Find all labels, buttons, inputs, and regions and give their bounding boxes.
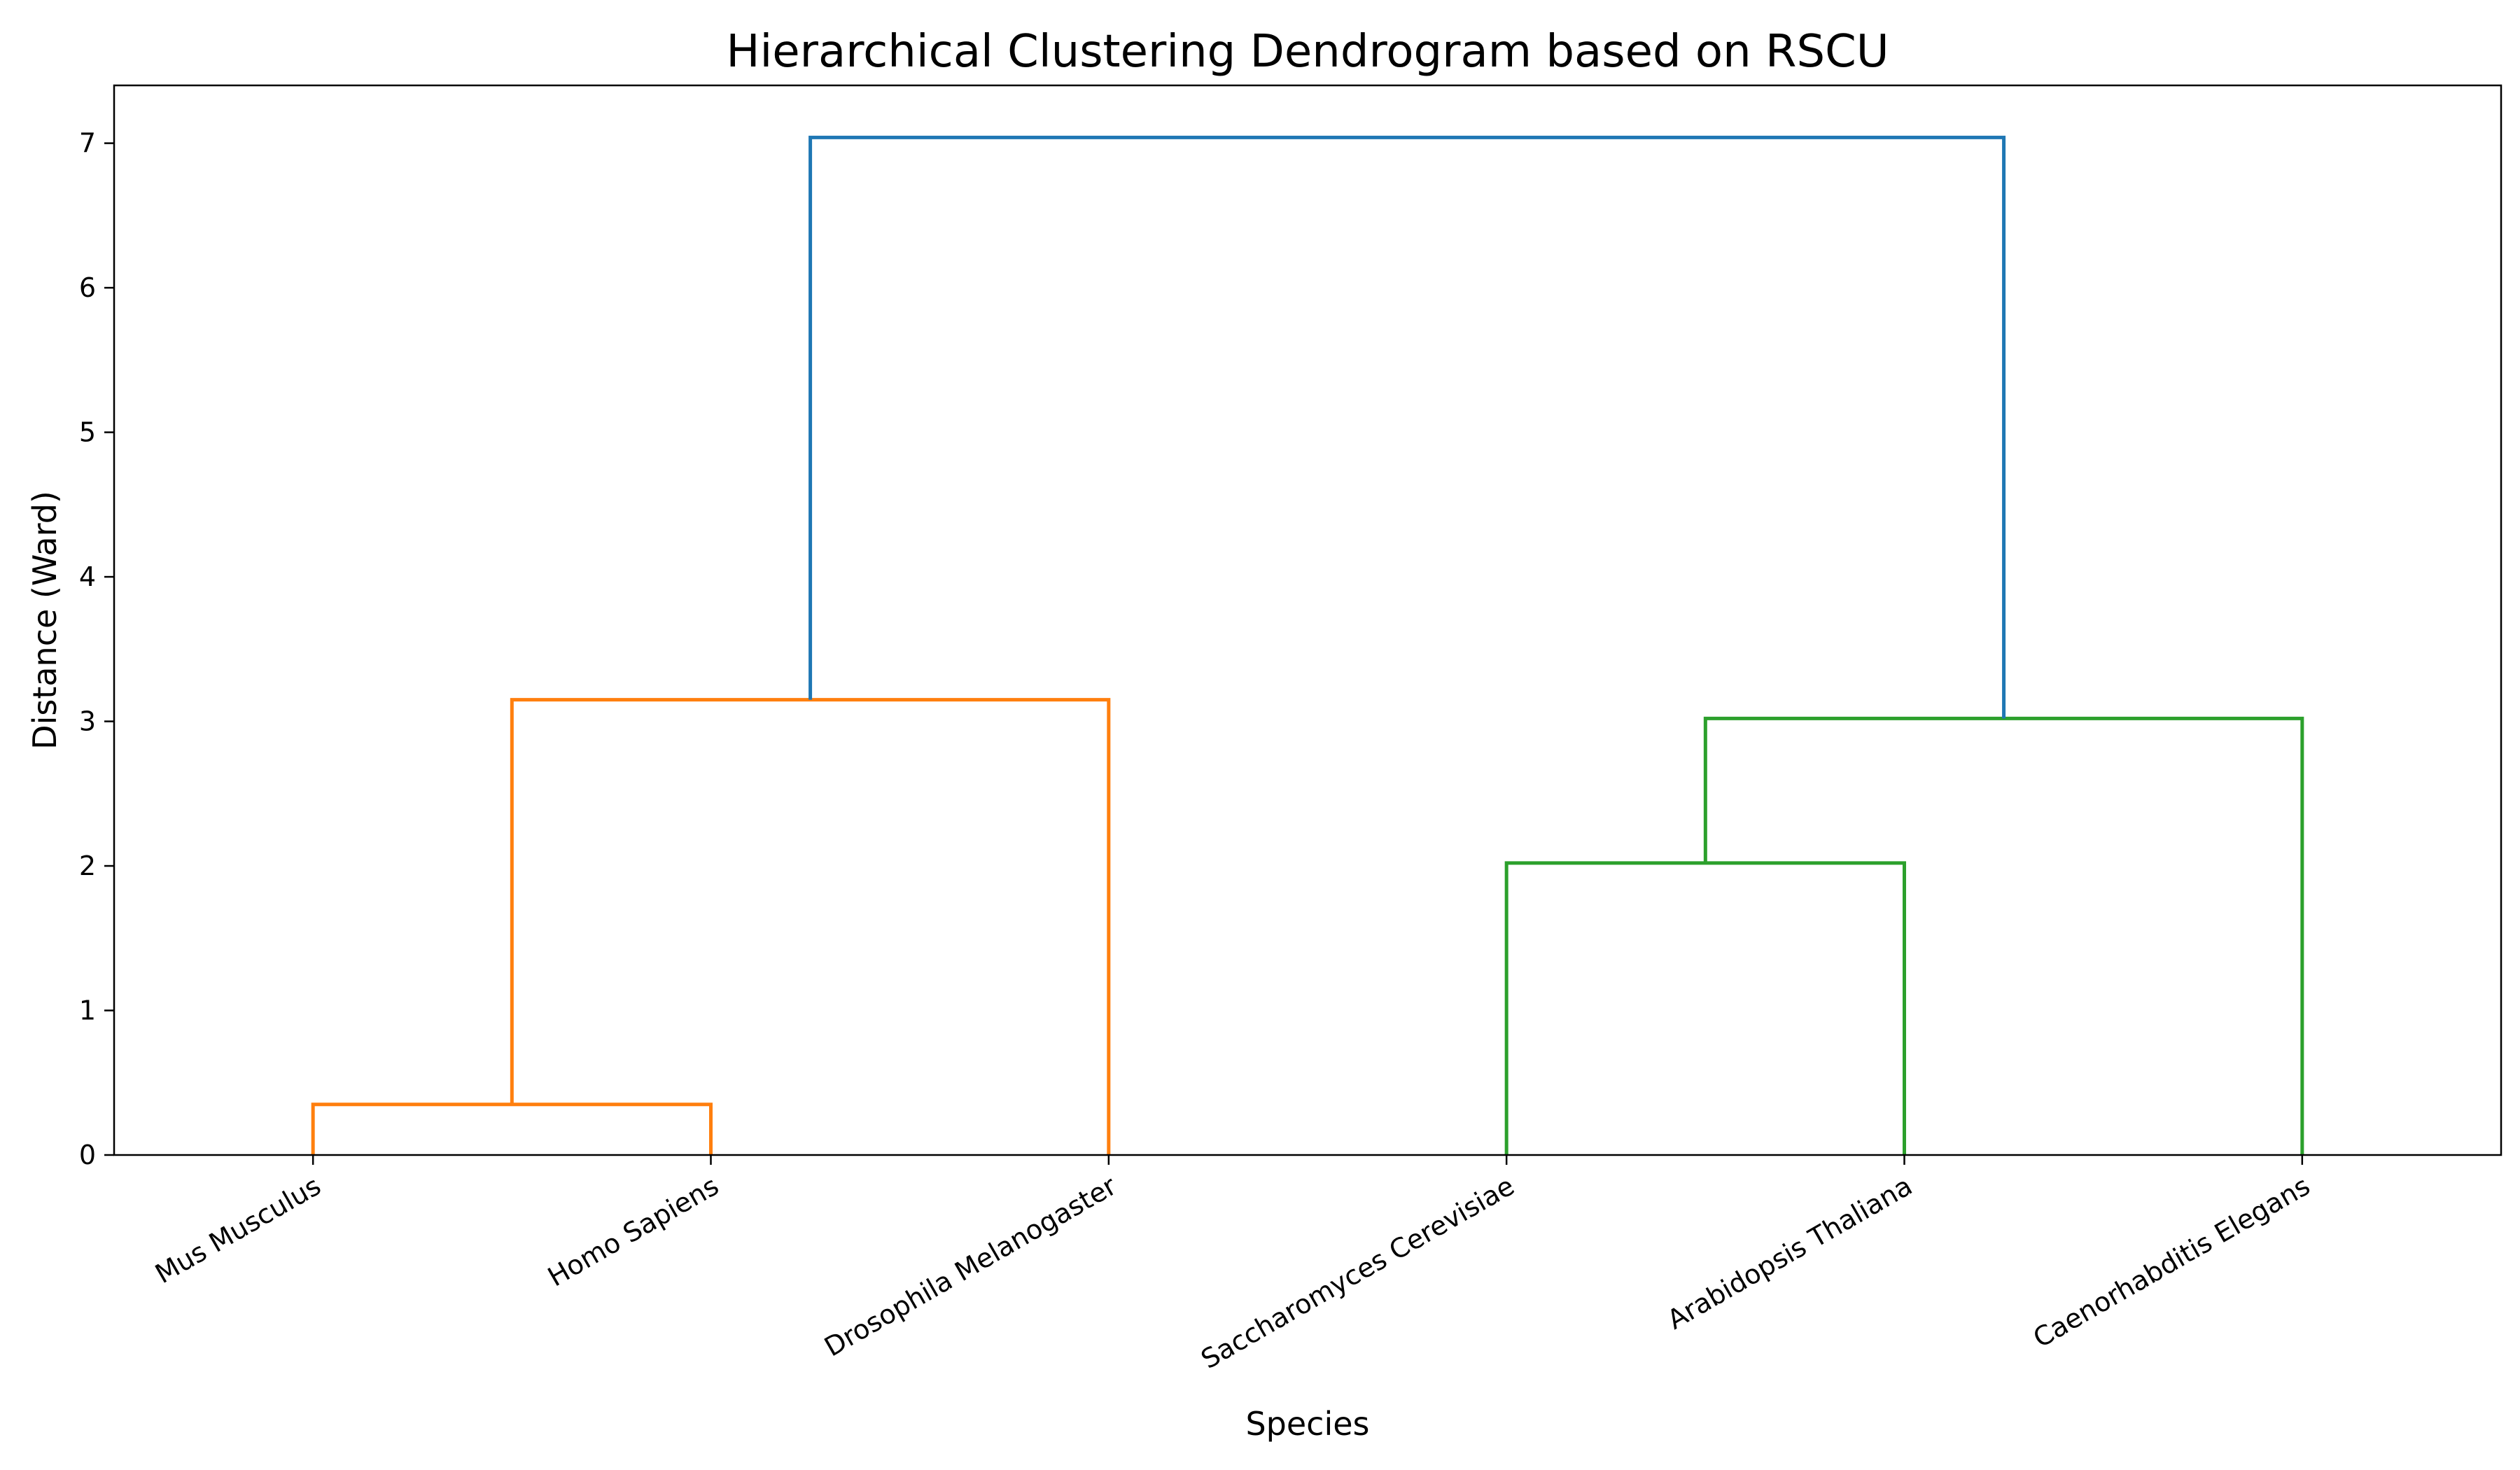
y-tick-label: 7 bbox=[79, 128, 96, 159]
leaf-label: Mus Musculus bbox=[150, 1170, 326, 1290]
y-axis-label: Distance (Ward) bbox=[26, 491, 64, 750]
dendrogram-link-c5 bbox=[808, 135, 2006, 719]
y-axis: 0 1 2 3 4 5 6 7 bbox=[79, 128, 114, 1170]
x-axis: Mus Musculus Homo Sapiens Drosophila Melan… bbox=[150, 1155, 2315, 1375]
y-tick-label: 1 bbox=[79, 995, 96, 1026]
dendrogram-link-c1 bbox=[311, 1102, 713, 1155]
dendrogram-link-c4 bbox=[1703, 716, 2304, 1155]
leaf-label: Saccharomyces Cerevisiae bbox=[1196, 1170, 1519, 1375]
y-tick-label: 2 bbox=[79, 850, 96, 881]
leaf-label: Drosophila Melanogaster bbox=[819, 1170, 1121, 1363]
chart-title: Hierarchical Clustering Dendrogram based… bbox=[726, 26, 1889, 78]
plot-frame bbox=[113, 84, 2502, 1156]
y-tick-label: 3 bbox=[79, 706, 96, 737]
dendrogram-link-c2 bbox=[510, 698, 1111, 1155]
y-tick-label: 5 bbox=[79, 417, 96, 448]
x-axis-label: Species bbox=[1245, 1405, 1369, 1443]
leaf-label: Homo Sapiens bbox=[542, 1170, 724, 1293]
leaf-label: Arabidopsis Thaliana bbox=[1662, 1170, 1917, 1336]
y-tick-label: 6 bbox=[79, 272, 96, 303]
leaf-label: Caenorhabditis Elegans bbox=[2028, 1170, 2315, 1354]
plot-area bbox=[311, 135, 2304, 1155]
y-tick-label: 4 bbox=[79, 561, 96, 592]
y-tick-label: 0 bbox=[79, 1140, 96, 1170]
dendrogram-link-c3 bbox=[1504, 861, 1906, 1155]
